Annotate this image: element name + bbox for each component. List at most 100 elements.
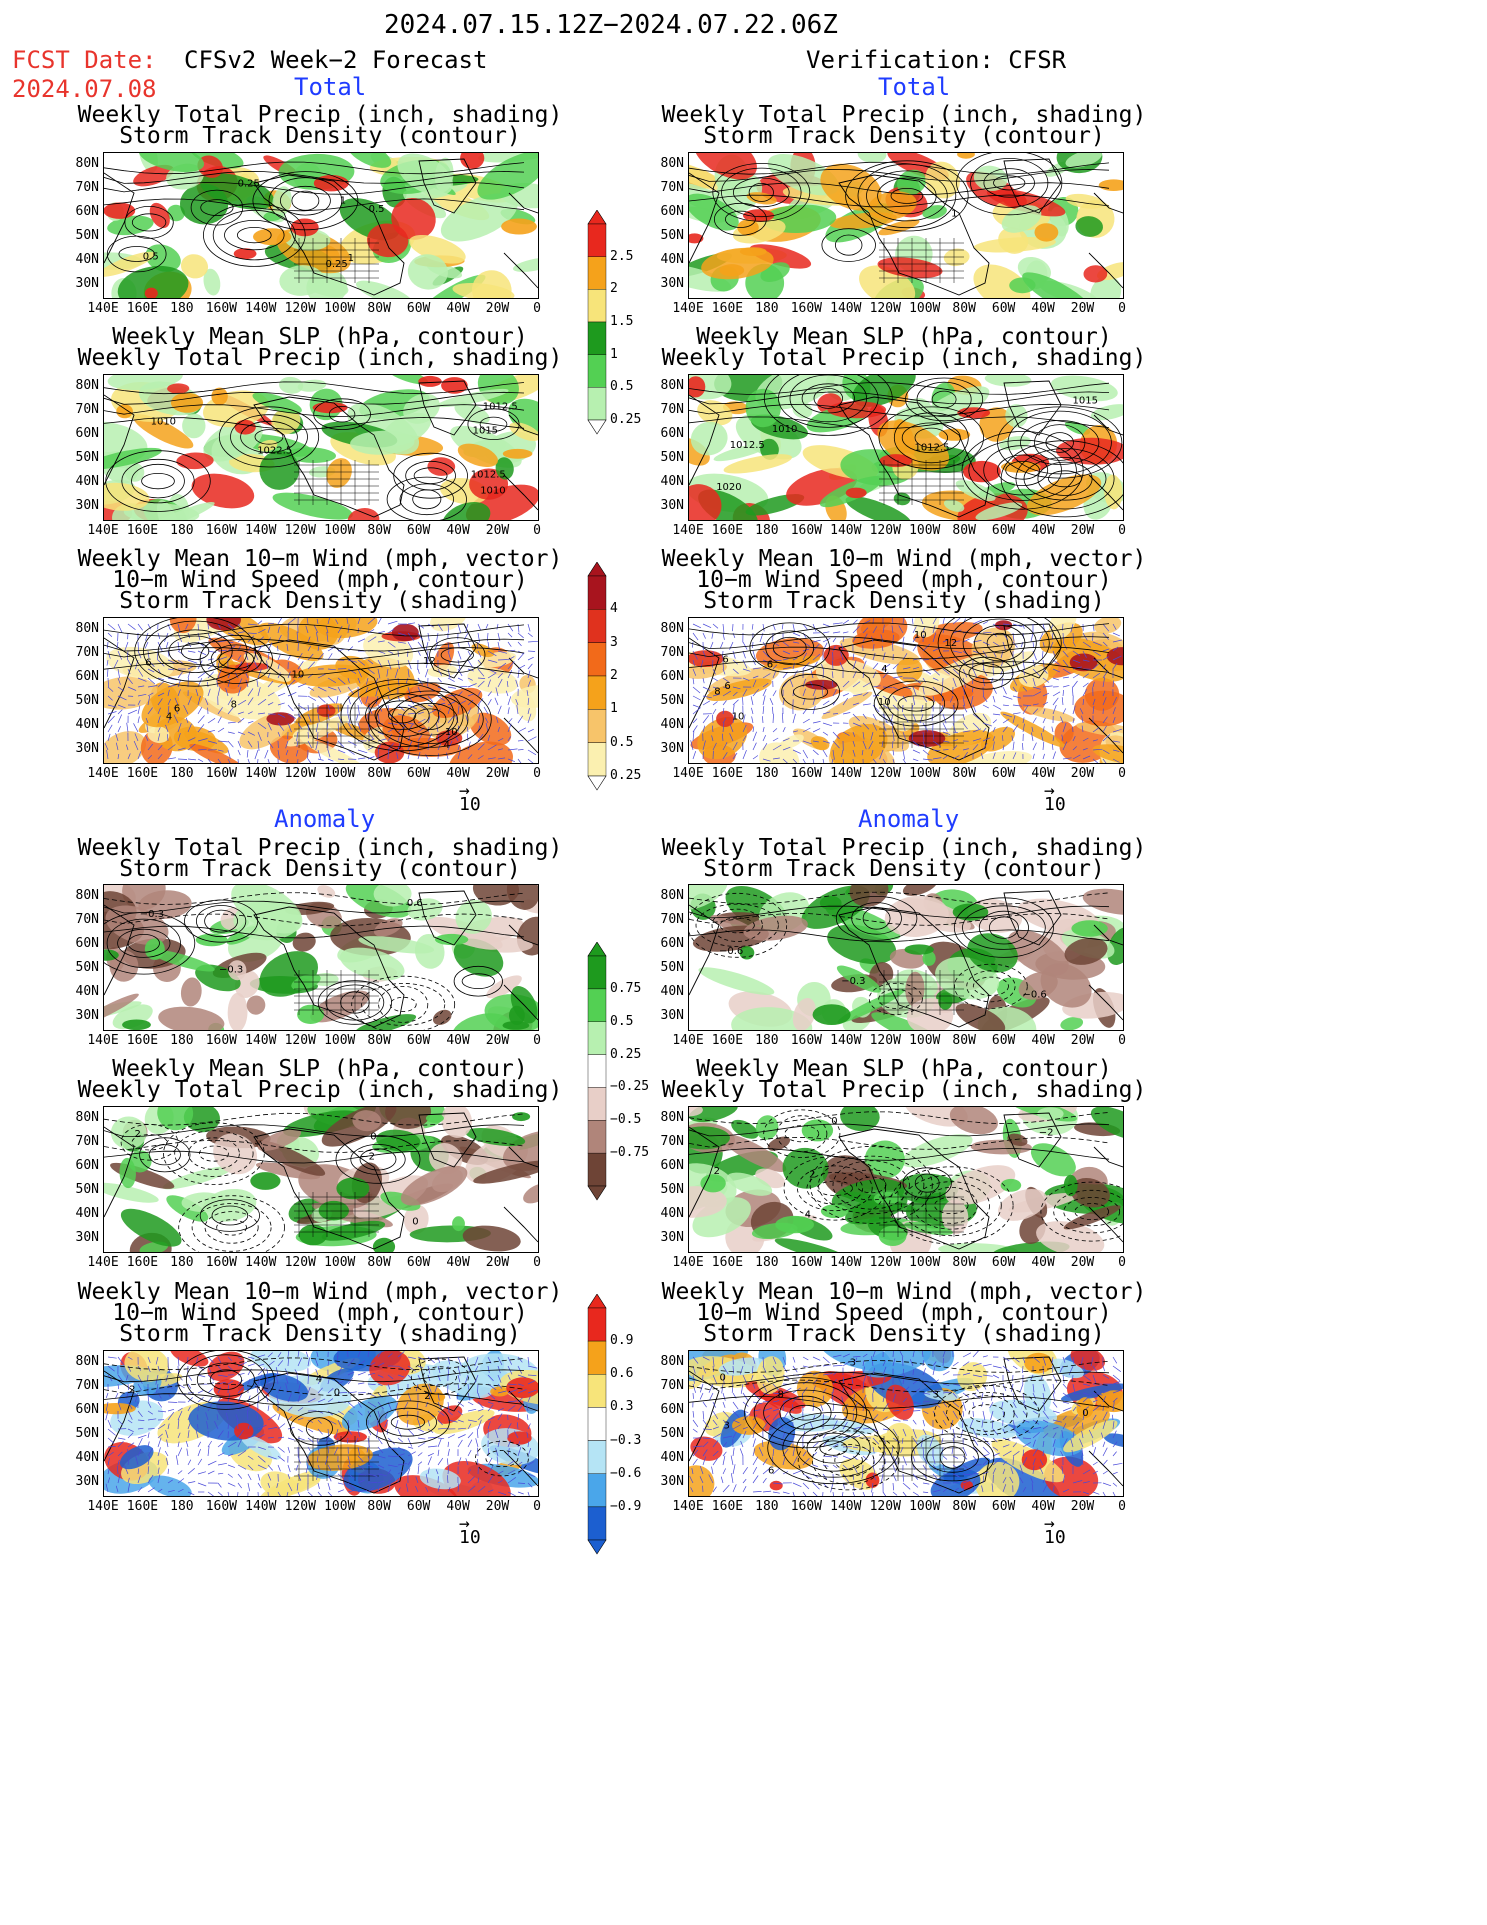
wind-vector <box>114 1392 119 1399</box>
shade-patch <box>124 1351 169 1382</box>
wind-vector <box>476 1428 479 1439</box>
wind-vector <box>972 713 980 720</box>
wind-vector <box>217 687 221 697</box>
wind-vector <box>457 1410 463 1416</box>
wind-vector <box>792 641 800 644</box>
wind-vector <box>197 623 199 631</box>
wind-vector <box>1042 726 1045 733</box>
contour-ring <box>142 620 248 682</box>
wind-vector <box>487 1489 494 1493</box>
shade-core <box>845 487 867 499</box>
wind-vector <box>802 688 806 697</box>
wind-vector <box>981 1392 984 1401</box>
wind-vector <box>982 1428 989 1437</box>
wind-vector <box>157 1401 163 1408</box>
contour-line <box>104 662 525 676</box>
wind-vector <box>257 731 262 741</box>
colorbar-label: −0.9 <box>610 1498 642 1514</box>
wind-vector <box>712 623 719 629</box>
shade-core <box>819 895 842 910</box>
shade-patch <box>158 1006 225 1030</box>
wind-vector <box>952 659 960 668</box>
wind-vector <box>387 650 394 654</box>
wind-vector <box>1112 1491 1116 1496</box>
wind-vector <box>507 736 512 742</box>
wind-vector <box>792 1446 796 1457</box>
wind-vector <box>515 679 519 688</box>
wind-vector <box>267 740 274 749</box>
wind-vector <box>357 722 362 732</box>
wind-vector <box>1031 1483 1034 1493</box>
wind-vector <box>157 1433 163 1439</box>
contour-ring <box>968 439 1077 501</box>
wind-vector <box>257 1424 267 1430</box>
wind-vector <box>1022 1410 1028 1417</box>
panel-title-line: Weekly Mean 10−m Wind (mph, vector) <box>661 546 1147 572</box>
shade-core <box>1106 647 1123 666</box>
contour-ring <box>763 1389 848 1436</box>
wind-vector <box>387 1446 397 1451</box>
wind-vector <box>1022 742 1024 751</box>
wind-vector <box>187 1459 192 1466</box>
wind-vector <box>1019 1383 1024 1393</box>
wind-vector <box>317 1491 322 1496</box>
shade-patch <box>523 1183 538 1204</box>
wind-vector <box>932 686 939 693</box>
wind-vector <box>1102 1482 1112 1487</box>
wind-vector <box>892 1437 901 1444</box>
wind-vector <box>812 1464 819 1468</box>
wind-vector <box>207 1356 214 1363</box>
wind-vector <box>417 734 422 742</box>
wind-vector <box>1052 1383 1056 1394</box>
wind-vector <box>1051 632 1054 639</box>
contour-line <box>689 912 1110 926</box>
lon-tick-label: 140E <box>672 523 704 538</box>
wind-vector <box>337 758 345 760</box>
wind-vector <box>1012 724 1019 733</box>
wind-vector <box>437 668 443 676</box>
wind-vector <box>842 1353 850 1358</box>
colorbar-segment <box>587 609 607 643</box>
wind-vector <box>474 1365 479 1372</box>
wind-vector <box>712 1356 715 1367</box>
wind-vector <box>712 1440 719 1448</box>
wind-vector <box>692 677 695 685</box>
wind-vector <box>305 1464 309 1474</box>
wind-vector <box>912 1419 917 1425</box>
shade-patch <box>1103 1433 1123 1448</box>
wind-vector <box>912 1437 919 1446</box>
contour-label: 0 <box>412 1216 418 1227</box>
wind-vector <box>852 731 856 737</box>
wind-vector <box>227 1441 237 1448</box>
lat-tick-label: 80N <box>660 156 684 171</box>
wind-vector <box>177 671 183 679</box>
wind-vector <box>972 668 978 679</box>
wind-vector <box>892 1455 898 1465</box>
wind-vector <box>237 1386 245 1394</box>
wind-vector <box>217 1491 223 1496</box>
wind-vector <box>932 618 937 625</box>
wind-vector <box>731 1383 734 1393</box>
wind-vector <box>742 696 744 706</box>
wind-vector <box>1022 1419 1030 1423</box>
lon-tick-label: 60W <box>406 766 431 781</box>
shade-patch <box>949 1107 998 1135</box>
wind-vector <box>942 1358 944 1367</box>
wind-vector <box>296 1482 299 1491</box>
contour-ring <box>191 1203 272 1252</box>
wind-vector <box>327 1464 332 1472</box>
lon-tick-label: 180 <box>170 1255 194 1270</box>
wind-vector <box>990 1410 994 1421</box>
wind-vector <box>287 1351 290 1358</box>
wind-vector <box>719 641 724 649</box>
wind-vector <box>1030 632 1034 642</box>
wind-vector <box>253 650 259 661</box>
wind-vector <box>1022 717 1025 724</box>
wind-vector <box>137 1374 143 1384</box>
lon-tick-label: 60W <box>406 523 431 538</box>
shade-patch <box>138 153 205 173</box>
wind-vector <box>447 715 454 724</box>
wind-vector <box>882 663 891 670</box>
wind-vector <box>962 686 966 696</box>
colorbar-segment <box>587 1307 607 1342</box>
